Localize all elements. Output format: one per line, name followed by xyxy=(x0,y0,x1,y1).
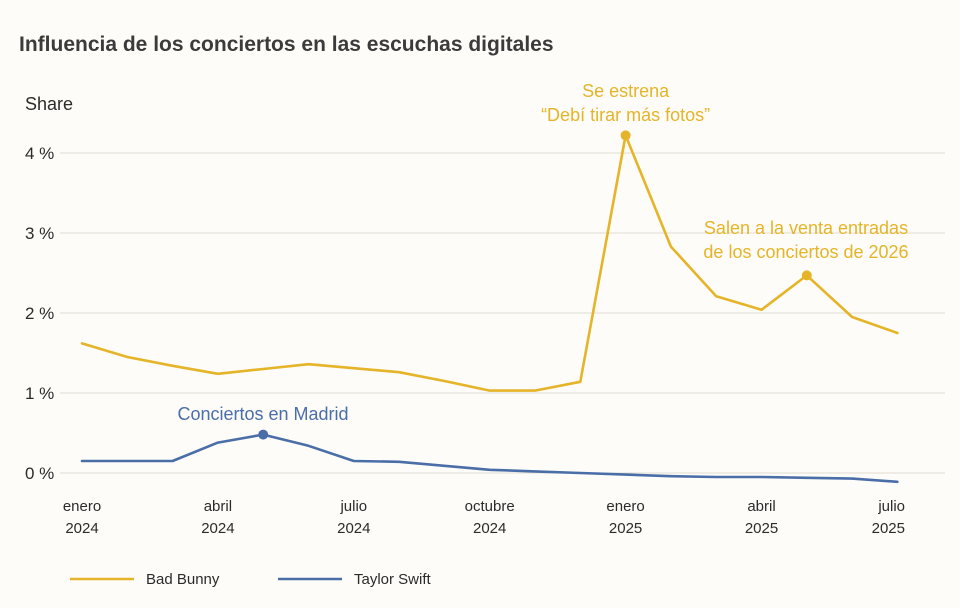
chart-title: Influencia de los conciertos en las escu… xyxy=(19,33,554,56)
y-tick-label: 0 % xyxy=(25,464,54,483)
x-tick-label-year: 2025 xyxy=(609,520,642,537)
x-tick-label: abril xyxy=(204,498,232,515)
legend-label-taylor-swift: Taylor Swift xyxy=(354,571,432,588)
legend: Bad Bunny Taylor Swift xyxy=(70,571,432,588)
legend-item-bad-bunny: Bad Bunny xyxy=(70,571,220,588)
x-tick-label: abril xyxy=(747,498,775,515)
x-tick-label: enero xyxy=(63,498,101,515)
y-tick-label: 3 % xyxy=(25,224,54,243)
annotation-point xyxy=(258,429,269,440)
annotation-point xyxy=(801,270,812,281)
annotation-label: Salen a la venta entradas xyxy=(704,218,908,238)
x-tick-label-year: 2024 xyxy=(201,520,234,537)
annotation-label: de los conciertos de 2026 xyxy=(703,242,908,262)
annotation-label: Se estrena xyxy=(582,81,670,101)
y-axis-label: Share xyxy=(25,94,73,114)
gridlines xyxy=(60,152,945,474)
y-tick-label: 4 % xyxy=(25,144,54,163)
x-tick-label: enero xyxy=(606,498,644,515)
x-axis-ticks: enero 2024 abril 2024 julio 2024 octubre 2024 en… xyxy=(63,498,905,537)
x-tick-label-year: 2025 xyxy=(745,520,778,537)
x-tick-label: julio xyxy=(877,498,905,515)
y-tick-label: 2 % xyxy=(25,304,54,323)
x-tick-label: julio xyxy=(339,498,367,515)
x-tick-label-year: 2025 xyxy=(872,520,905,537)
legend-label-bad-bunny: Bad Bunny xyxy=(146,571,220,588)
series-lines xyxy=(80,134,899,484)
y-axis-ticks: 0 % 1 % 2 % 3 % 4 % xyxy=(25,144,54,483)
annotation-label: Conciertos en Madrid xyxy=(177,404,348,424)
annotation-label: “Debí tirar más fotos” xyxy=(541,105,710,125)
legend-item-taylor-swift: Taylor Swift xyxy=(278,571,432,588)
x-tick-label-year: 2024 xyxy=(337,520,370,537)
x-tick-label-year: 2024 xyxy=(65,520,98,537)
annotation-point xyxy=(620,130,631,141)
x-tick-label-year: 2024 xyxy=(473,520,506,537)
series-line-bad-bunny xyxy=(80,134,899,392)
series-line-taylor-swift xyxy=(80,433,899,484)
y-tick-label: 1 % xyxy=(25,384,54,403)
annotations: Se estrena “Debí tirar más fotos” Salen a … xyxy=(177,81,909,440)
x-tick-label: octubre xyxy=(465,498,515,515)
